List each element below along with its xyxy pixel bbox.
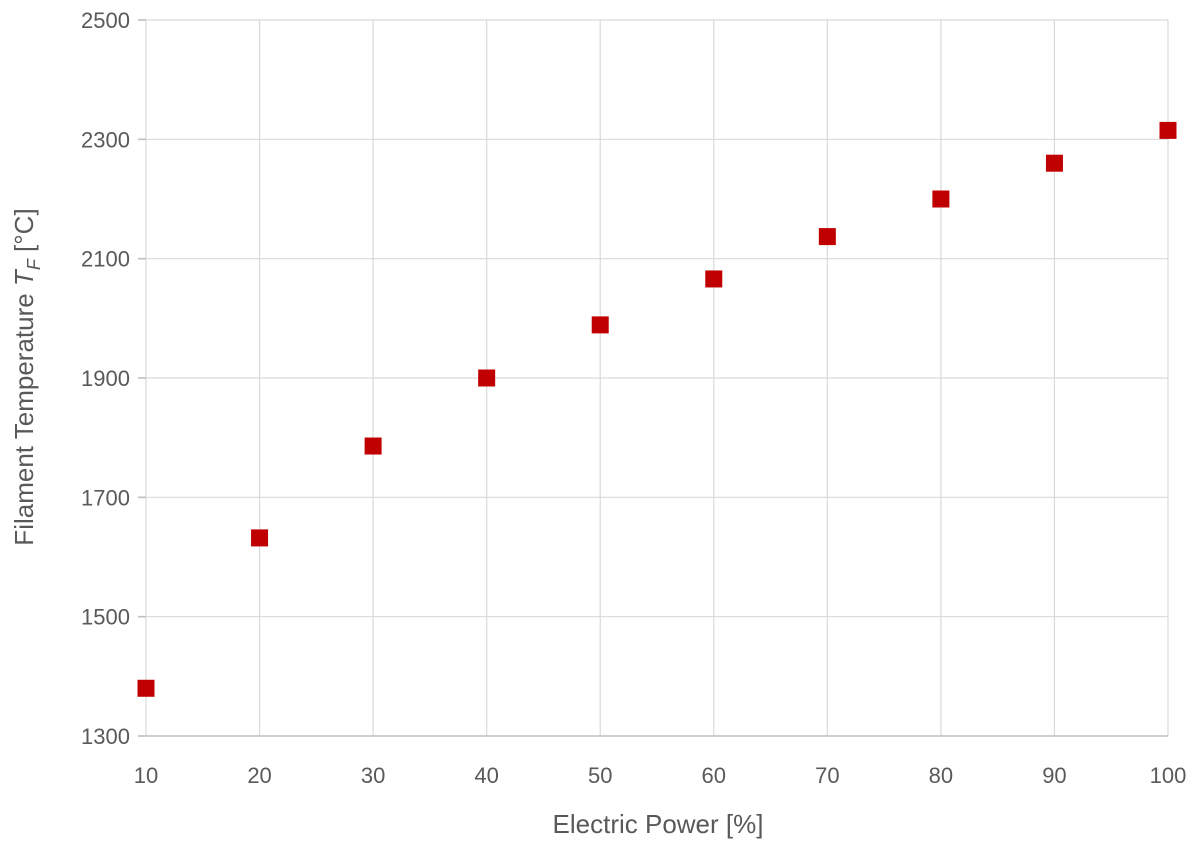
data-point bbox=[705, 270, 723, 288]
x-axis-title: Electric Power [%] bbox=[553, 809, 764, 839]
y-axis-title: Filament Temperature TF [°C] bbox=[9, 208, 44, 545]
data-point bbox=[818, 228, 836, 246]
data-point bbox=[137, 679, 155, 697]
y-tick-label: 2500 bbox=[81, 8, 130, 33]
data-point bbox=[364, 437, 382, 455]
x-tick-label: 70 bbox=[815, 763, 839, 788]
x-tick-label: 80 bbox=[929, 763, 953, 788]
y-tick-label: 1500 bbox=[81, 605, 130, 630]
data-point bbox=[932, 190, 950, 208]
data-points bbox=[137, 121, 1177, 697]
chart-axes bbox=[138, 19, 1168, 737]
y-tick-label: 1700 bbox=[81, 485, 130, 510]
y-tick-label: 1900 bbox=[81, 366, 130, 391]
data-point bbox=[1045, 154, 1063, 172]
x-axis-tick-labels: 10 20 30 40 50 60 70 80 90 100 bbox=[134, 763, 1187, 788]
x-tick-label: 90 bbox=[1042, 763, 1066, 788]
data-point bbox=[251, 529, 269, 547]
y-tick-label: 2100 bbox=[81, 247, 130, 272]
grid-lines bbox=[145, 19, 1169, 736]
y-axis-title-suffix: [°C] bbox=[9, 208, 39, 259]
y-axis-title-prefix: Filament Temperature bbox=[9, 286, 39, 546]
x-tick-label: 30 bbox=[361, 763, 385, 788]
y-axis-title-subscript: F bbox=[24, 258, 44, 270]
x-tick-label: 60 bbox=[702, 763, 726, 788]
x-tick-label: 20 bbox=[247, 763, 271, 788]
y-axis-title-symbol: T bbox=[9, 268, 39, 286]
y-tick-label: 2300 bbox=[81, 127, 130, 152]
x-tick-label: 40 bbox=[474, 763, 498, 788]
data-point bbox=[591, 316, 609, 334]
x-tick-label: 10 bbox=[134, 763, 158, 788]
x-tick-label: 50 bbox=[588, 763, 612, 788]
x-tick-label: 100 bbox=[1150, 763, 1187, 788]
y-tick-label: 1300 bbox=[81, 724, 130, 749]
y-axis-tick-labels: 1300 1500 1700 1900 2100 2300 2500 bbox=[81, 8, 130, 749]
data-point bbox=[1159, 121, 1177, 139]
data-point bbox=[478, 369, 496, 387]
